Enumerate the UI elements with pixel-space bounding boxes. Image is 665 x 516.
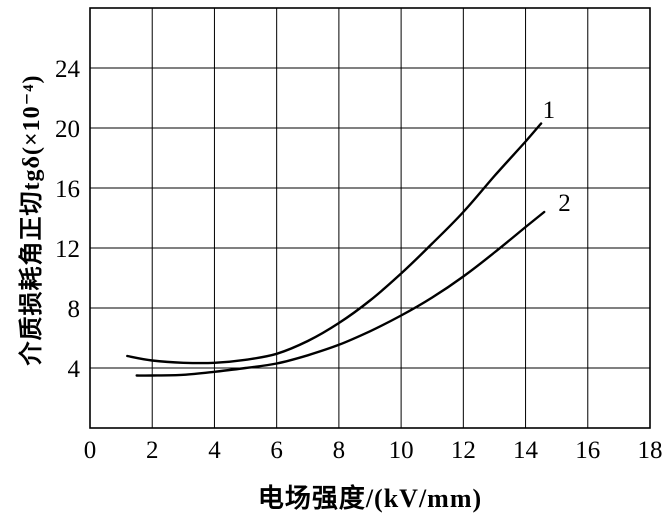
x-tick-label: 18 <box>638 437 663 464</box>
y-tick-label: 4 <box>68 356 81 383</box>
curve-1 <box>126 122 543 365</box>
x-tick-label: 12 <box>451 437 476 464</box>
x-tick-label: 4 <box>208 437 221 464</box>
x-tick-label: 6 <box>270 437 283 464</box>
y-tick-label: 8 <box>68 296 81 323</box>
y-axis-title: 介质损耗角正切tgδ(×10⁻⁴) <box>19 74 45 366</box>
curve-label-2: 2 <box>558 190 571 217</box>
x-tick-label: 8 <box>333 437 346 464</box>
y-tick-label: 12 <box>55 236 80 263</box>
y-tick-label: 16 <box>55 176 80 203</box>
y-tick-label: 20 <box>55 116 80 143</box>
x-tick-label: 16 <box>575 437 600 464</box>
curve-label-1: 1 <box>543 97 556 124</box>
x-axis-title: 电场强度/(kV/mm) <box>257 484 483 513</box>
x-tick-label: 10 <box>389 437 414 464</box>
x-tick-label: 14 <box>513 437 539 464</box>
x-tick-label: 2 <box>146 437 159 464</box>
x-tick-label: 0 <box>84 437 97 464</box>
plot-border <box>89 7 651 429</box>
curve-2 <box>135 210 546 377</box>
y-tick-label: 24 <box>55 56 81 83</box>
